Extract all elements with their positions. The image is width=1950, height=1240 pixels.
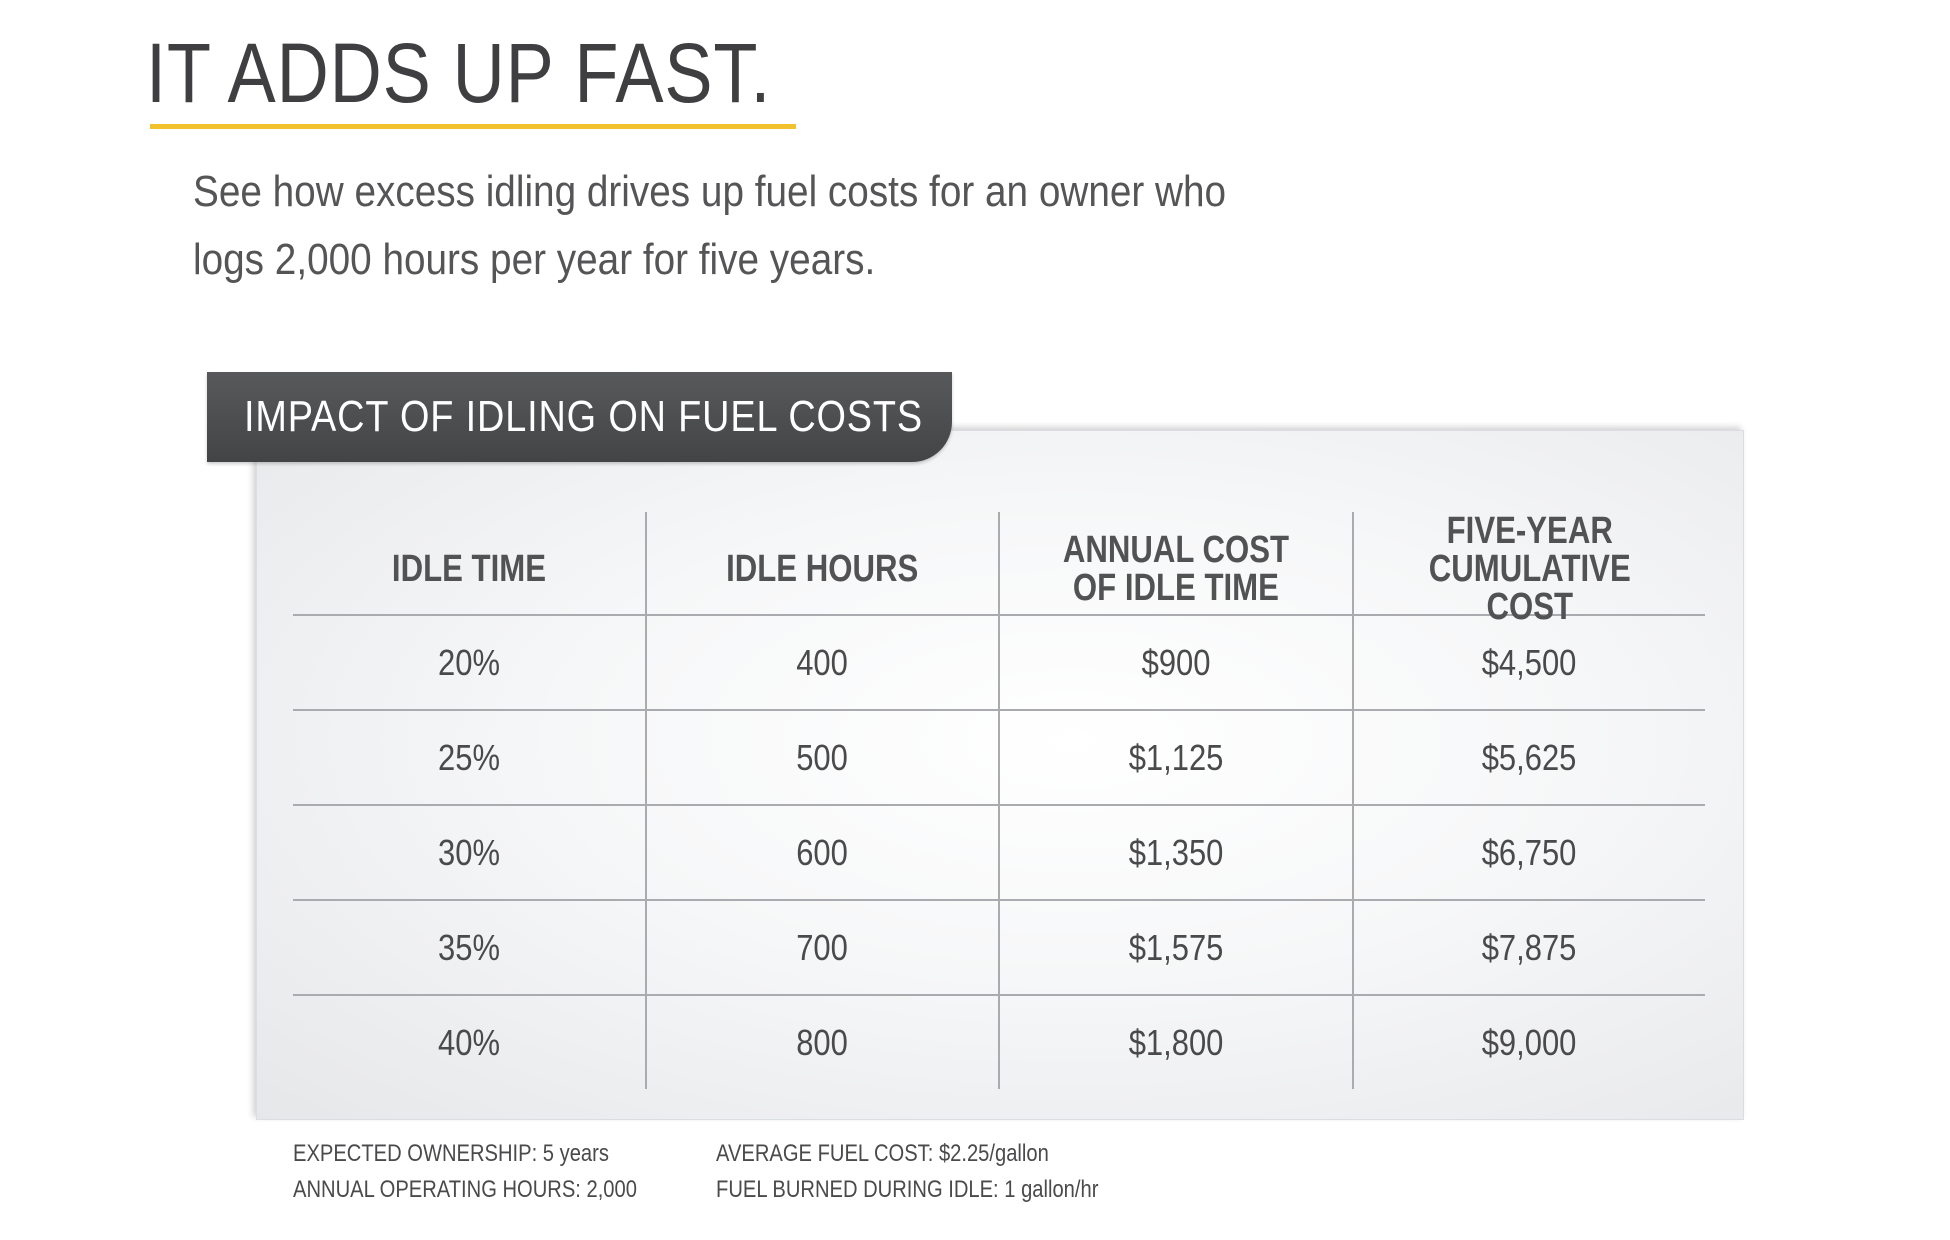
- header-label: FIVE-YEAR CUMULATIVE COST: [1428, 510, 1631, 628]
- table-cell: $4,500: [1354, 616, 1706, 709]
- table-cell: 800: [647, 996, 1000, 1089]
- table-cell: $1,575: [1000, 901, 1354, 994]
- header-label: IDLE HOURS: [726, 548, 919, 590]
- cell-value: 40%: [437, 1021, 500, 1063]
- note-value: 2,000: [586, 1176, 637, 1203]
- cell-value: $4,500: [1481, 641, 1577, 683]
- table-cell: $900: [1000, 616, 1354, 709]
- table-cell: 20%: [293, 616, 647, 709]
- header-cell-annual-cost: ANNUAL COST OF IDLE TIME: [1000, 512, 1354, 614]
- cell-value: $7,875: [1481, 926, 1577, 968]
- table-row: 20% 400 $900 $4,500: [293, 616, 1705, 711]
- note-avg-fuel-cost: AVERAGE FUEL COST: $2.25/gallon: [716, 1136, 1098, 1172]
- cell-value: $6,750: [1481, 831, 1577, 873]
- note-label: FUEL BURNED DURING IDLE:: [716, 1176, 999, 1203]
- table-cell: $1,125: [1000, 711, 1354, 804]
- cell-value: 700: [796, 926, 849, 968]
- header-cell-five-year-cost: FIVE-YEAR CUMULATIVE COST: [1354, 512, 1706, 626]
- assumptions-right: AVERAGE FUEL COST: $2.25/gallon FUEL BUR…: [716, 1136, 1098, 1208]
- table-cell: 600: [647, 806, 1000, 899]
- note-fuel-idle: FUEL BURNED DURING IDLE: 1 gallon/hr: [716, 1172, 1098, 1208]
- intro-text: See how excess idling drives up fuel cos…: [193, 167, 1227, 284]
- cell-value: $1,575: [1128, 926, 1224, 968]
- cell-value: 30%: [437, 831, 500, 873]
- table-cell: $9,000: [1354, 996, 1706, 1089]
- table-header-row: IDLE TIME IDLE HOURS ANNUAL COST OF IDLE…: [293, 512, 1706, 626]
- cell-value: 500: [796, 736, 849, 778]
- table-cell: 400: [647, 616, 1000, 709]
- note-label: AVERAGE FUEL COST:: [716, 1140, 934, 1167]
- assumptions-left: EXPECTED OWNERSHIP: 5 years ANNUAL OPERA…: [293, 1136, 637, 1208]
- cell-value: $9,000: [1481, 1021, 1577, 1063]
- note-label: ANNUAL OPERATING HOURS:: [293, 1176, 581, 1203]
- table-title-tab: IMPACT OF IDLING ON FUEL COSTS: [207, 372, 952, 462]
- cell-value: $1,125: [1128, 736, 1224, 778]
- note-expected-ownership: EXPECTED OWNERSHIP: 5 years: [293, 1136, 637, 1172]
- table-row: 35% 700 $1,575 $7,875: [293, 901, 1705, 996]
- header-cell-idle-hours: IDLE HOURS: [647, 512, 1000, 614]
- table-row: 40% 800 $1,800 $9,000: [293, 996, 1705, 1089]
- cell-value: $5,625: [1481, 736, 1577, 778]
- header-label: IDLE TIME: [391, 548, 546, 590]
- cell-value: 400: [796, 641, 849, 683]
- page-title: IT ADDS UP FAST.: [146, 26, 772, 120]
- table-cell: $1,350: [1000, 806, 1354, 899]
- cell-value: $900: [1141, 641, 1211, 683]
- note-annual-hours: ANNUAL OPERATING HOURS: 2,000: [293, 1172, 637, 1208]
- note-value: 1 gallon/hr: [1004, 1176, 1099, 1203]
- cell-value: 35%: [437, 926, 500, 968]
- table-cell: 500: [647, 711, 1000, 804]
- table-title: IMPACT OF IDLING ON FUEL COSTS: [244, 392, 923, 441]
- header-label: ANNUAL COST OF IDLE TIME: [1062, 529, 1289, 609]
- table-cell: 30%: [293, 806, 647, 899]
- cell-value: 20%: [437, 641, 500, 683]
- idle-cost-table: IDLE TIME IDLE HOURS ANNUAL COST OF IDLE…: [293, 512, 1705, 1089]
- table-row: 30% 600 $1,350 $6,750: [293, 806, 1705, 901]
- table-cell: $5,625: [1354, 711, 1706, 804]
- table-cell: 35%: [293, 901, 647, 994]
- header-cell-idle-time: IDLE TIME: [293, 512, 647, 614]
- cell-value: $1,350: [1128, 831, 1224, 873]
- table-cell: 700: [647, 901, 1000, 994]
- cell-value: 800: [796, 1021, 849, 1063]
- table-cell: 40%: [293, 996, 647, 1089]
- table-cell: $1,800: [1000, 996, 1354, 1089]
- cell-value: 600: [796, 831, 849, 873]
- cell-value: $1,800: [1128, 1021, 1224, 1063]
- table-cell: $7,875: [1354, 901, 1706, 994]
- note-value: $2.25/gallon: [938, 1140, 1049, 1167]
- table-row: 25% 500 $1,125 $5,625: [293, 711, 1705, 806]
- cell-value: 25%: [437, 736, 500, 778]
- table-panel: [256, 430, 1744, 1120]
- table-cell: 25%: [293, 711, 647, 804]
- note-value: 5 years: [542, 1140, 609, 1167]
- note-label: EXPECTED OWNERSHIP:: [293, 1140, 538, 1167]
- table-cell: $6,750: [1354, 806, 1706, 899]
- title-underline: [150, 124, 796, 129]
